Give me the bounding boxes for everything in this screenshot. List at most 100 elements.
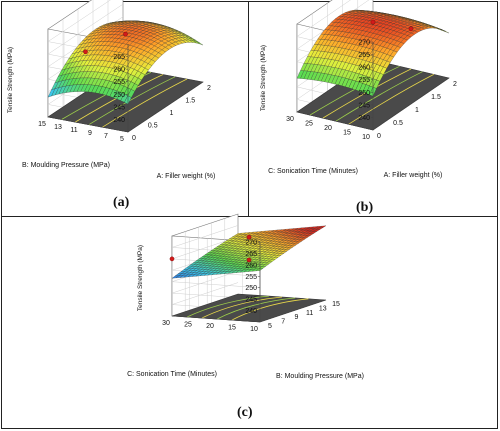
y-tick-label: 10 bbox=[250, 326, 258, 333]
response-surface bbox=[171, 225, 327, 279]
x-tick-label: 0 bbox=[132, 135, 136, 142]
panel-label-b: (b) bbox=[356, 200, 374, 215]
y-tick-label: 13 bbox=[54, 124, 62, 131]
contour-line bbox=[102, 78, 188, 128]
x-tick-label: 5 bbox=[268, 323, 272, 330]
surface-plot-c: 240 245 250 255 260 265 270 Tensile Strength (M… bbox=[127, 213, 364, 380]
contour-line bbox=[231, 298, 309, 321]
design-point bbox=[169, 256, 175, 262]
y-tick-label: 30 bbox=[162, 320, 170, 327]
z-tick-label: 265 bbox=[113, 54, 125, 61]
z-tick-label: 270 bbox=[245, 240, 257, 247]
wall-grid-line bbox=[47, 3, 124, 55]
z-tick-label: 240 bbox=[358, 115, 370, 122]
panel-divider-vertical bbox=[248, 1, 249, 217]
y-tick-label: 15 bbox=[38, 121, 46, 128]
z-tick-label: 265 bbox=[245, 251, 257, 258]
wall-grid-line bbox=[296, 0, 351, 37]
y-axis-line bbox=[47, 116, 129, 133]
wall-grid-line bbox=[171, 282, 239, 305]
surface-cell bbox=[255, 268, 264, 272]
z-tick-label: 245 bbox=[245, 297, 257, 304]
panel-label-c: (c) bbox=[237, 405, 253, 420]
z-axis-label: Tensile Strength (MPa) bbox=[260, 45, 267, 111]
x-tick-label: 1.5 bbox=[185, 98, 195, 105]
z-tick-label: 240 bbox=[245, 308, 257, 315]
x-tick-label: 11 bbox=[306, 310, 313, 317]
z-tick-label: 260 bbox=[113, 67, 125, 74]
x-tick-label: 1.5 bbox=[431, 94, 441, 101]
x-tick-label: 0.5 bbox=[148, 123, 158, 130]
z-tick-label: 250 bbox=[358, 90, 370, 97]
y-tick-label: 20 bbox=[206, 323, 214, 330]
contour-line bbox=[186, 295, 269, 318]
design-point bbox=[370, 19, 376, 25]
y-tick-label: 9 bbox=[88, 130, 92, 137]
wall-grid-line bbox=[171, 270, 239, 294]
z-tick-label: 245 bbox=[358, 102, 370, 109]
x-axis-line bbox=[372, 77, 450, 131]
design-point bbox=[246, 257, 252, 263]
y-axis-label: C: Sonication Time (Minutes) bbox=[268, 168, 358, 175]
x-tick-label: 1 bbox=[415, 107, 419, 114]
wall-grid-line bbox=[171, 225, 239, 248]
response-surface bbox=[296, 9, 450, 97]
z-tick-label: 265 bbox=[358, 52, 370, 59]
contour-line bbox=[88, 76, 176, 126]
wall-grid-line bbox=[47, 0, 111, 42]
z-tick-label: 255 bbox=[113, 79, 125, 86]
z-axis-label: Tensile Strength (MPa) bbox=[137, 245, 144, 311]
x-tick-label: 1 bbox=[170, 110, 174, 117]
y-axis-line bbox=[296, 111, 374, 131]
y-axis-label: C: Sonication Time (Minutes) bbox=[127, 371, 217, 378]
contour-line bbox=[348, 74, 434, 125]
y-tick-label: 15 bbox=[343, 130, 351, 137]
contour-line bbox=[201, 296, 283, 319]
x-axis-line bbox=[127, 81, 204, 133]
y-tick-label: 30 bbox=[286, 116, 294, 123]
y-tick-label: 20 bbox=[324, 125, 332, 132]
x-axis-label: A: Filler weight (%) bbox=[157, 173, 216, 180]
z-tick-label: 250 bbox=[245, 285, 257, 292]
panel-divider-horizontal bbox=[1, 216, 498, 217]
contour-line bbox=[216, 297, 296, 320]
x-tick-label: 2 bbox=[207, 85, 211, 92]
y-tick-label: 10 bbox=[362, 134, 370, 141]
z-tick-label: 240 bbox=[113, 117, 125, 124]
x-axis-label: A: Filler weight (%) bbox=[384, 172, 443, 179]
surface-plot-a: 240 245 2 5 0 255 260 265 Tensile Strength (MPa)… bbox=[7, 0, 216, 180]
y-axis-line bbox=[171, 315, 261, 323]
z-tick-label: 260 bbox=[245, 262, 257, 269]
x-tick-label: 0 bbox=[377, 133, 381, 140]
z-tick-label: 245 bbox=[113, 104, 125, 111]
y-tick-label: 25 bbox=[305, 121, 313, 128]
design-point bbox=[83, 49, 88, 55]
design-point bbox=[246, 234, 252, 240]
y-axis-label: B: Moulding Pressure (MPa) bbox=[22, 162, 110, 169]
x-axis-line bbox=[259, 299, 327, 323]
x-tick-label: 0.5 bbox=[393, 120, 403, 127]
x-tick-label: 2 bbox=[453, 81, 457, 88]
x-tick-label: 13 bbox=[319, 305, 327, 312]
y-tick-label: 7 bbox=[104, 133, 108, 140]
z-tick-label: 270 bbox=[358, 40, 370, 47]
y-tick-label: 15 bbox=[228, 325, 236, 332]
z-axis-label: Tensile Strength (MPa) bbox=[7, 47, 14, 113]
z-tick-label: 255 bbox=[358, 77, 370, 84]
panel-label-a: (a) bbox=[113, 195, 130, 210]
x-tick-label: 7 bbox=[281, 319, 285, 326]
contour-line bbox=[335, 71, 423, 122]
response-surface bbox=[47, 20, 204, 105]
x-tick-label: 9 bbox=[294, 314, 298, 321]
x-axis-label: B: Moulding Pressure (MPa) bbox=[276, 373, 364, 380]
design-point bbox=[123, 31, 128, 37]
design-point bbox=[408, 26, 414, 32]
y-tick-label: 5 bbox=[120, 136, 124, 143]
wall-grid-line bbox=[171, 281, 261, 288]
y-tick-label: 11 bbox=[70, 127, 77, 134]
x-tick-label: 15 bbox=[332, 301, 340, 308]
z-tick-label: 255 bbox=[245, 274, 257, 281]
